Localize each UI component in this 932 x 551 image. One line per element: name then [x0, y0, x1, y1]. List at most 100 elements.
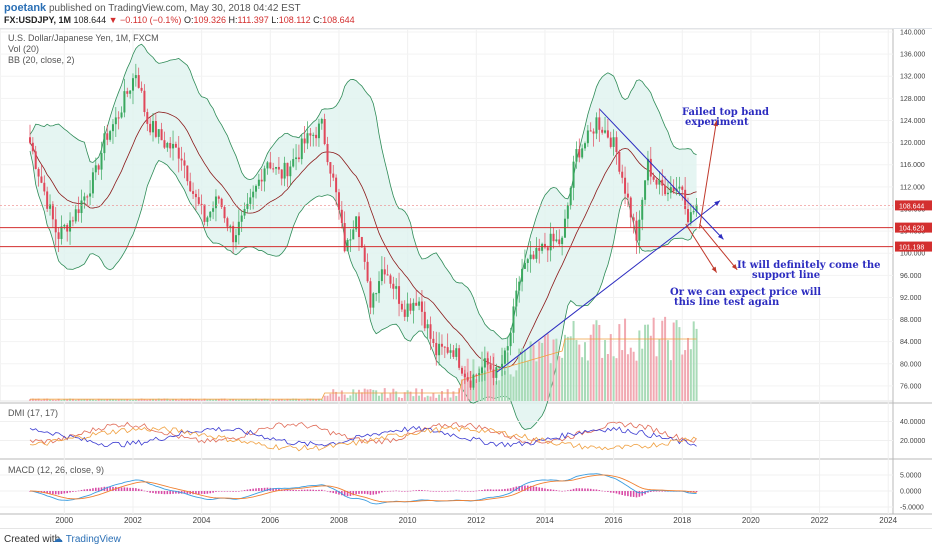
candle-body — [149, 123, 152, 133]
brand-name: TradingView — [65, 534, 121, 545]
candle-body — [509, 332, 512, 347]
price-tick-label: 88.000 — [900, 317, 922, 324]
volume-bar — [106, 399, 109, 401]
macd-histogram-bar — [598, 490, 601, 491]
macd-histogram-bar — [432, 491, 435, 492]
candle-body — [177, 147, 180, 159]
macd-histogram-bar — [403, 491, 406, 492]
candle-body — [546, 247, 549, 251]
macd-histogram-bar — [587, 488, 589, 491]
macd-histogram-bar — [361, 491, 363, 494]
candle-body — [154, 121, 157, 137]
macd-histogram-bar — [92, 488, 94, 491]
candle-body — [295, 157, 298, 160]
volume-bar — [280, 398, 283, 401]
bollinger-legend[interactable]: BB (20, close, 2) — [8, 55, 75, 65]
candle-body — [51, 204, 54, 220]
volume-bar — [532, 345, 535, 401]
macd-histogram-bar — [558, 490, 561, 492]
price-label-text: 104.629 — [899, 226, 924, 233]
candle-body — [558, 239, 561, 245]
symbol-label[interactable]: FX:USDJPY, 1M — [4, 15, 72, 25]
candle-body — [563, 218, 566, 238]
volume-bar — [272, 399, 275, 401]
time-axis[interactable]: 2000 2002 2004 2006 2008 2010 2012 2014 2016 2018… — [55, 516, 897, 525]
macd-histogram-bar — [401, 491, 403, 492]
macd-histogram-bar — [647, 491, 649, 493]
macd-histogram-bar — [272, 488, 274, 491]
volume-bar — [226, 399, 229, 401]
candle-body — [309, 133, 312, 136]
volume-bar — [644, 324, 647, 401]
macd-histogram-bar — [464, 491, 466, 492]
candle-body — [626, 193, 629, 198]
macd-histogram-bar — [501, 489, 503, 491]
volume-bar — [541, 342, 544, 401]
candle-body — [521, 268, 524, 282]
candle-body — [369, 281, 372, 308]
volume-bar — [569, 336, 572, 401]
close-value: 108.644 — [322, 15, 355, 25]
volume-bar — [606, 354, 609, 401]
macd-histogram-bar — [321, 489, 323, 491]
volume-bar — [154, 399, 157, 401]
volume-bar — [478, 366, 481, 401]
price-change: −0.110 (−0.1%) — [120, 15, 182, 25]
volume-bar — [197, 399, 200, 401]
candle-body — [106, 133, 109, 140]
volume-bar — [349, 395, 352, 401]
candle-body — [57, 232, 60, 239]
tradingview-logo[interactable]: ☁ TradingView — [53, 534, 121, 545]
candle-body — [37, 168, 40, 177]
price-tick-label: 92.000 — [900, 295, 922, 302]
candle-body — [666, 192, 669, 195]
volume-bar — [415, 388, 418, 401]
dmi-tick-label: 40.0000 — [900, 419, 925, 426]
price-label-box — [895, 241, 932, 252]
candle-body — [243, 208, 246, 216]
price-axis[interactable]: 140.000 136.000 132.000 128.000 124.000 120.0… — [895, 30, 932, 391]
candle-body — [306, 133, 309, 144]
macd-histogram-bar — [243, 490, 246, 491]
macd-legend[interactable]: MACD (12, 26, close, 9) — [8, 465, 104, 475]
macd-histogram-bar — [555, 490, 558, 491]
macd-histogram-bar — [567, 490, 569, 491]
volume-bar — [303, 399, 306, 401]
volume-bar — [37, 398, 40, 401]
macd-histogram-bar — [695, 491, 698, 493]
macd-histogram-bar — [612, 491, 615, 493]
macd-histogram-bar — [338, 491, 340, 495]
volume-legend[interactable]: Vol (20) — [8, 44, 39, 54]
macd-histogram-bar — [129, 487, 131, 491]
candle-body — [74, 209, 77, 222]
year-tick-label: 2002 — [124, 516, 142, 525]
candle-body — [469, 380, 472, 388]
volume-bar — [420, 388, 423, 401]
candle-body — [226, 218, 229, 227]
macd-histogram-bar — [100, 487, 103, 491]
annotation-experiment: experiment — [685, 117, 749, 128]
dmi-legend[interactable]: DMI (17, 17) — [8, 408, 58, 418]
volume-bar — [360, 392, 363, 401]
macd-histogram-bar — [275, 488, 277, 491]
candle-body — [126, 91, 129, 94]
candle-body — [229, 225, 232, 227]
candle-body — [349, 239, 352, 241]
lower-trendline — [496, 200, 721, 373]
macd-histogram-bar — [441, 491, 443, 492]
volume-bar — [575, 340, 578, 401]
macd-histogram-bar — [386, 491, 389, 492]
candle-body — [100, 153, 103, 170]
candle-body — [389, 275, 392, 284]
price-chart[interactable]: 40.0000 20.0000 5.0000 0.0000 -5.0000 140.0… — [0, 0, 932, 528]
candle-body — [555, 239, 558, 242]
volume-bar — [209, 399, 212, 401]
macd-histogram-bar — [418, 489, 420, 491]
volume-bar — [426, 395, 429, 401]
volume-bar — [34, 398, 37, 401]
volume-ma — [30, 338, 697, 400]
macd-histogram-bar — [486, 489, 489, 491]
author-name[interactable]: poetank — [4, 2, 47, 14]
candle-body — [438, 343, 441, 356]
macd-histogram-bar — [218, 491, 220, 492]
